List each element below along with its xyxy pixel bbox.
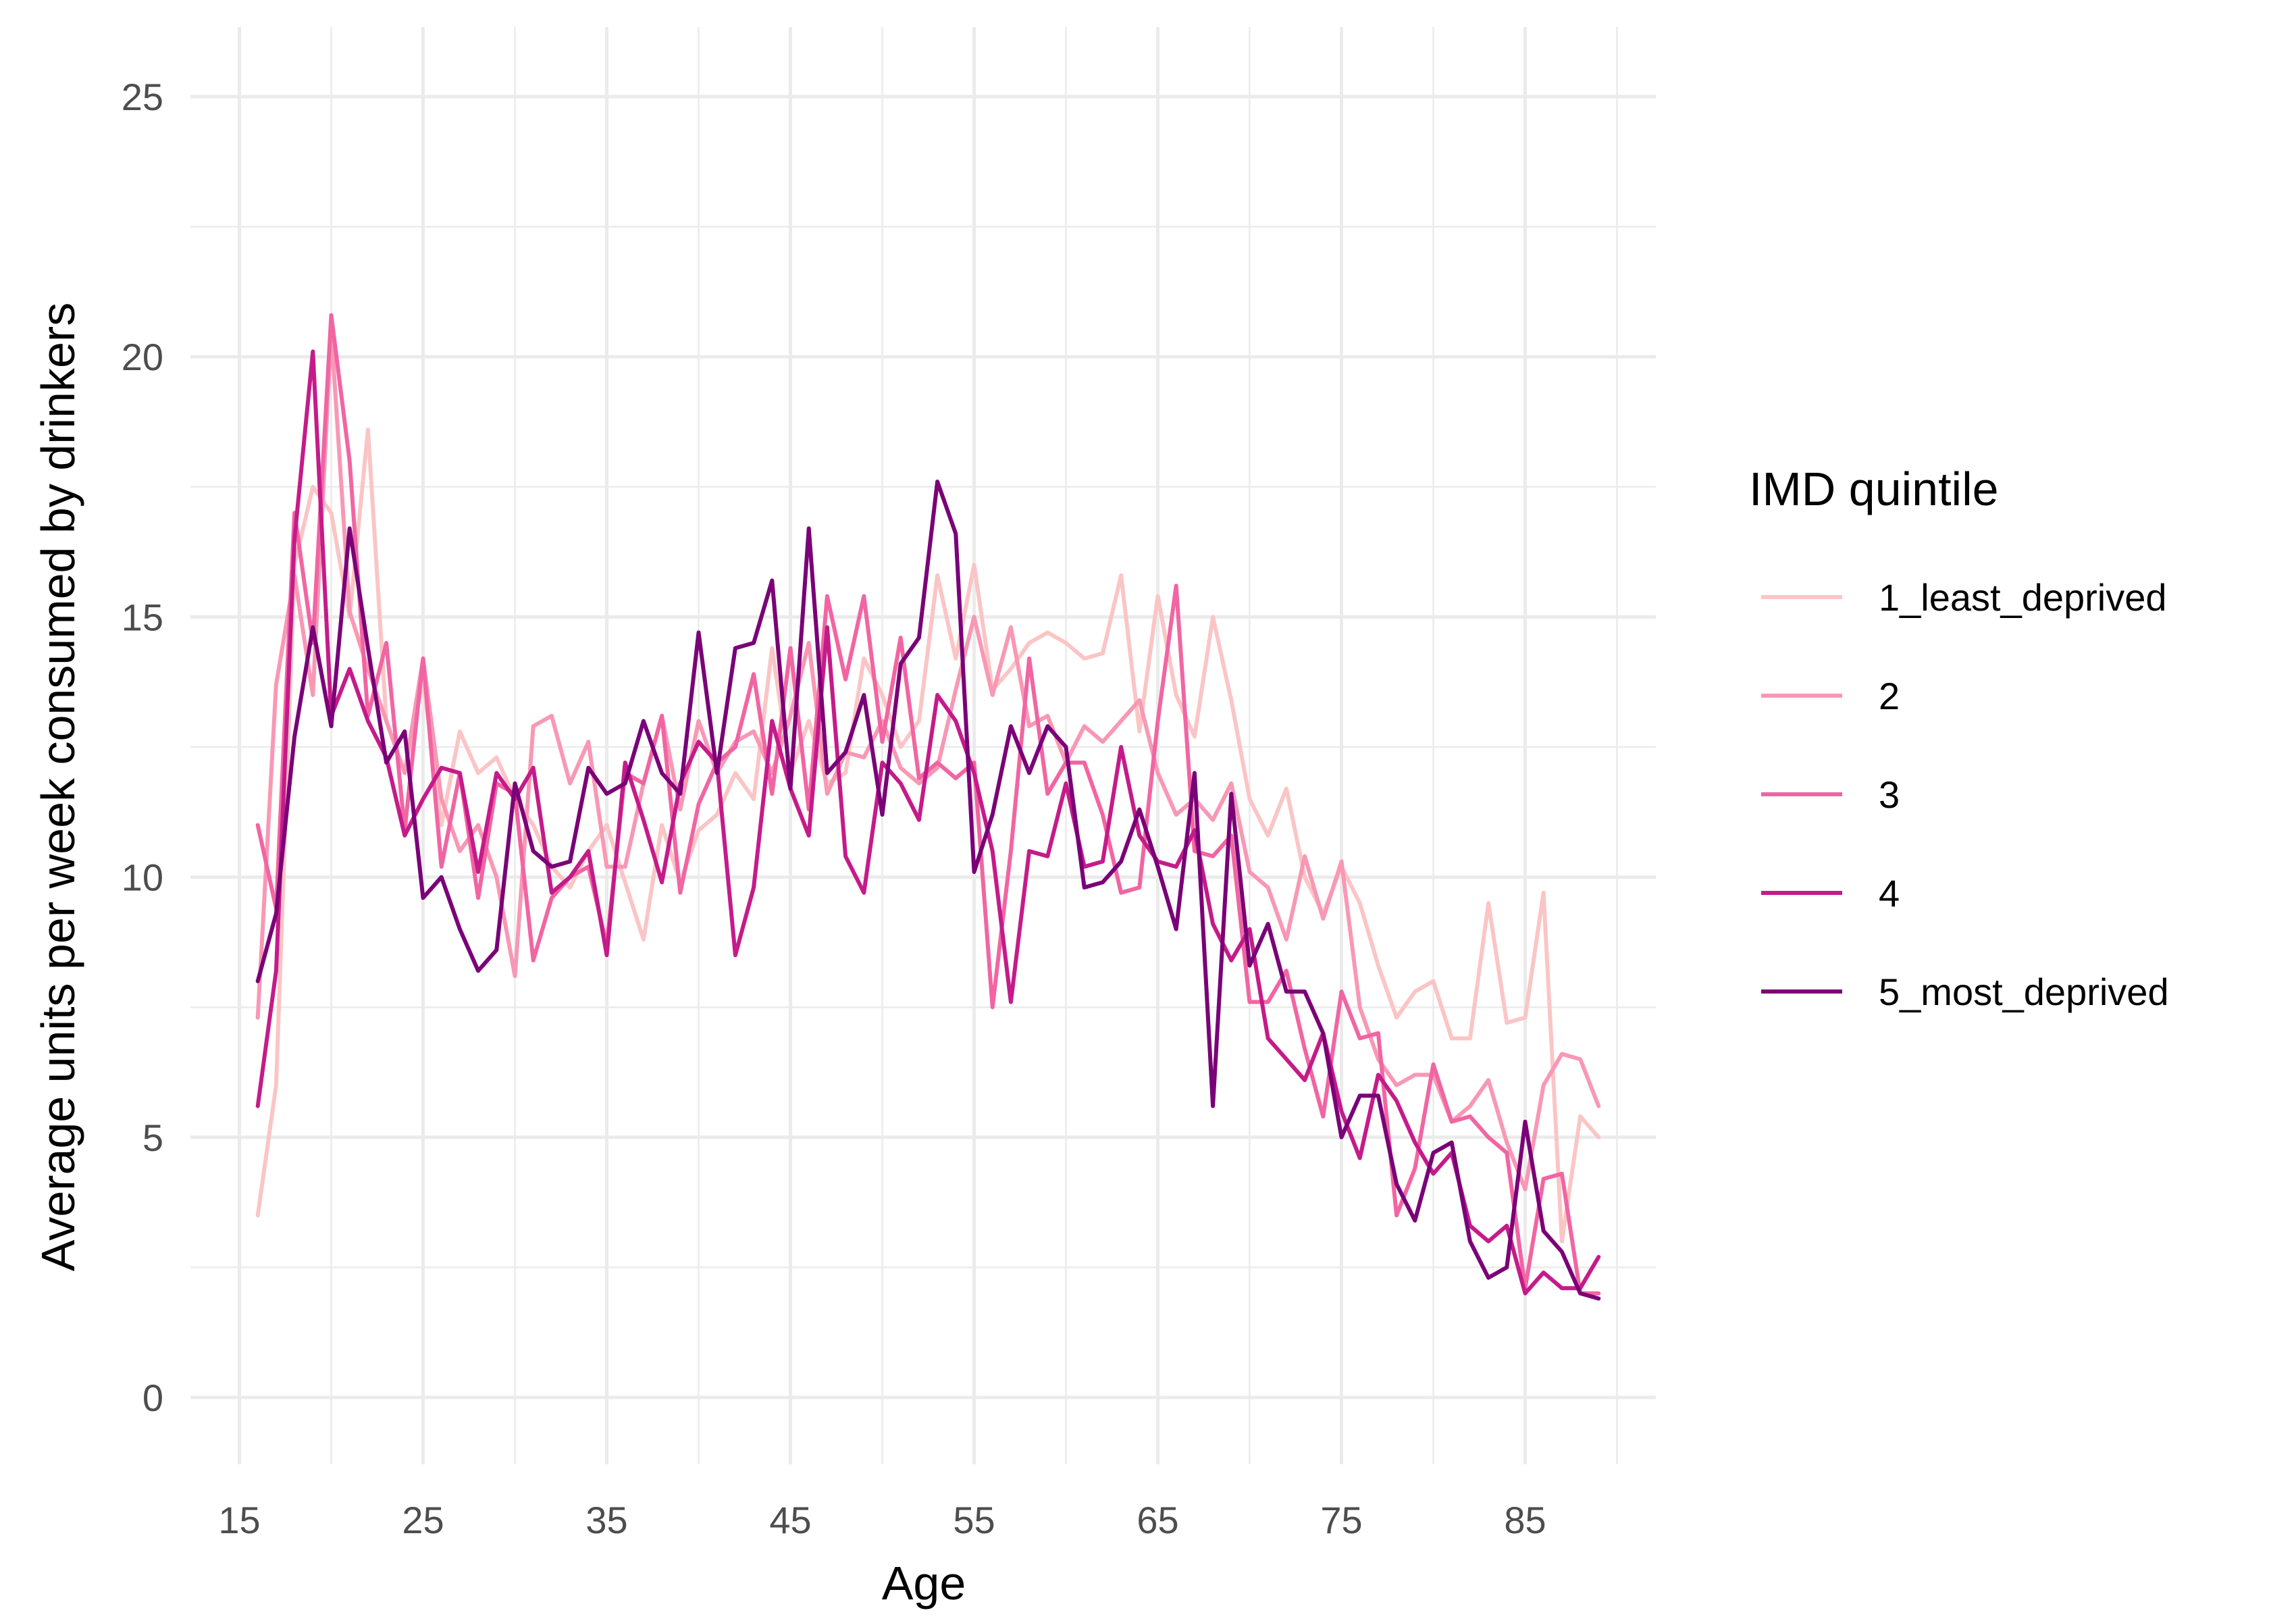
x-tick-label: 15 [218,1499,260,1541]
y-tick-label: 25 [122,76,163,118]
x-tick-label: 55 [953,1499,995,1541]
legend-label-5_most_deprived: 5_most_deprived [1879,971,2169,1013]
legend-label-4: 4 [1879,872,1900,915]
y-tick-label: 0 [142,1376,163,1419]
y-axis-ticks: 0 5 10 15 20 25 [122,76,163,1419]
x-tick-label: 65 [1137,1499,1178,1541]
legend-label-1_least_deprived: 1_least_deprived [1879,576,2167,619]
x-tick-label: 45 [769,1499,811,1541]
series-line-5_most_deprived [255,480,1601,1301]
series-line-2 [255,328,1601,1191]
y-tick-label: 10 [122,856,163,899]
series-line-4 [255,349,1601,1295]
y-tick-label: 20 [122,336,163,378]
legend-title: IMD quintile [1749,463,1999,515]
legend: IMD quintile 1_least_deprived 2 3 4 5_most_d… [1749,463,2169,1013]
x-axis-title: Age [882,1557,966,1610]
series-line-1_least_deprived [255,428,1601,1243]
series-line-3 [255,313,1601,1295]
legend-label-3: 3 [1879,773,1900,816]
x-tick-label: 35 [585,1499,627,1541]
legend-label-2: 2 [1879,675,1900,717]
y-tick-label: 5 [142,1116,163,1159]
x-tick-label: 25 [402,1499,444,1541]
x-tick-label: 85 [1504,1499,1546,1541]
y-tick-label: 15 [122,596,163,638]
y-axis-title: Average units per week consumed by drink… [32,303,84,1271]
series-lines [255,313,1601,1301]
x-tick-label: 75 [1320,1499,1362,1541]
x-axis-ticks: 15 25 35 45 55 65 75 85 [218,1499,1546,1541]
